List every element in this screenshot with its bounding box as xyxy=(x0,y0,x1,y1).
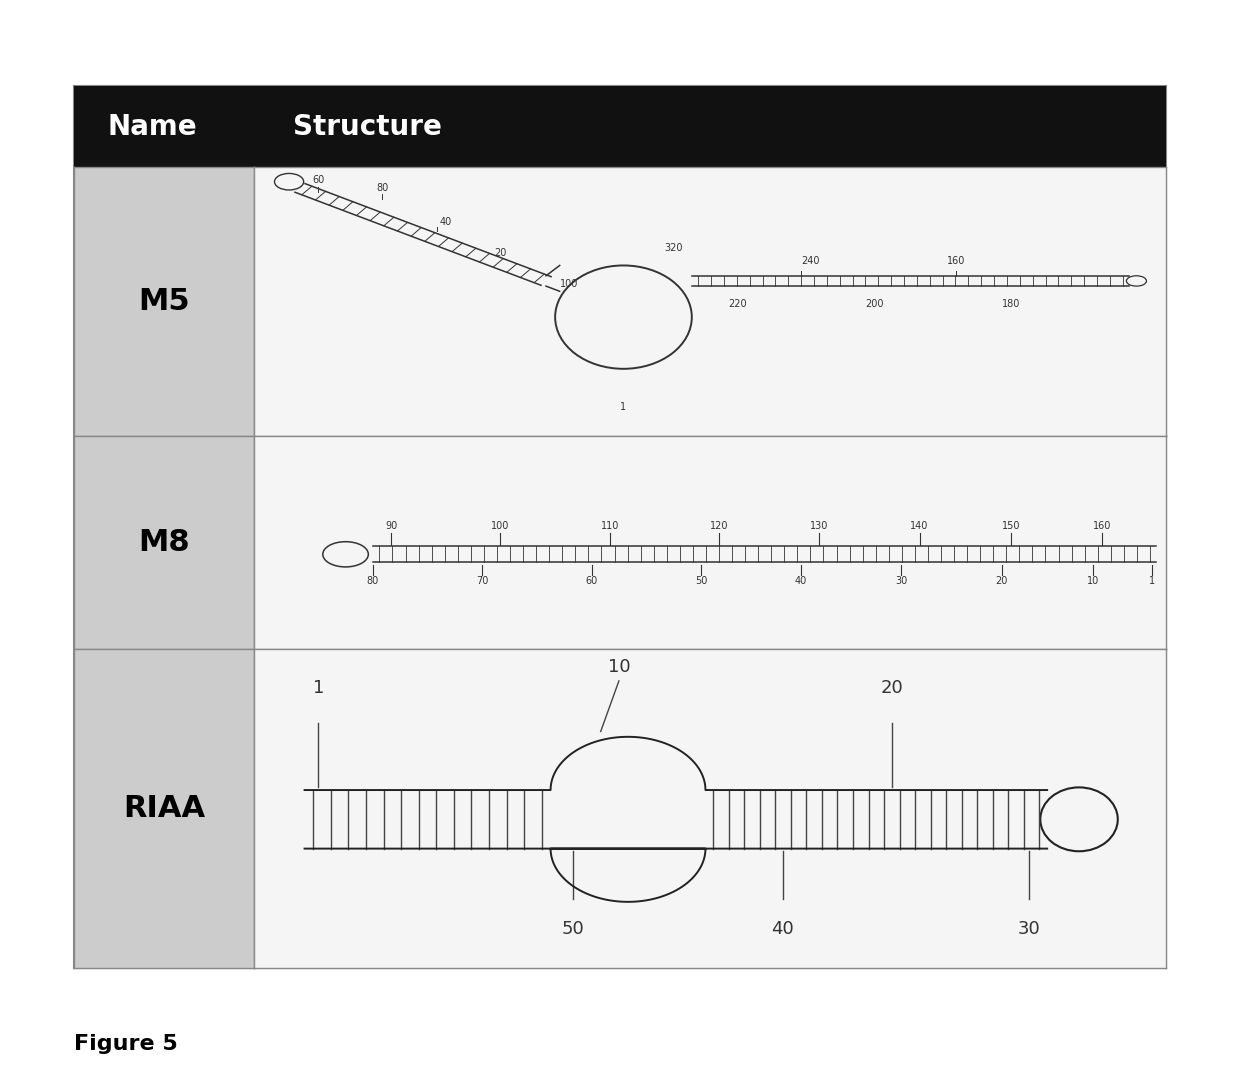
Text: M5: M5 xyxy=(139,287,190,316)
Text: 20: 20 xyxy=(495,247,507,257)
Text: 1: 1 xyxy=(1149,577,1154,586)
Text: 40: 40 xyxy=(795,577,807,586)
Text: 320: 320 xyxy=(665,242,683,253)
Text: 50: 50 xyxy=(562,920,585,938)
Ellipse shape xyxy=(322,541,368,567)
Text: 70: 70 xyxy=(476,577,489,586)
Text: 40: 40 xyxy=(440,216,451,227)
Text: 80: 80 xyxy=(367,577,379,586)
Text: 30: 30 xyxy=(895,577,908,586)
Ellipse shape xyxy=(1126,275,1147,286)
Text: M8: M8 xyxy=(139,528,190,557)
Ellipse shape xyxy=(1040,788,1117,851)
Text: 10: 10 xyxy=(1086,577,1099,586)
Text: 200: 200 xyxy=(864,299,883,309)
Text: 10: 10 xyxy=(608,657,630,676)
Text: Figure 5: Figure 5 xyxy=(74,1034,179,1054)
Text: 110: 110 xyxy=(600,521,619,530)
Text: 60: 60 xyxy=(312,175,325,185)
Text: 140: 140 xyxy=(910,521,929,530)
Text: 150: 150 xyxy=(1002,521,1021,530)
Text: 40: 40 xyxy=(771,920,795,938)
Text: RIAA: RIAA xyxy=(123,794,206,823)
Text: 160: 160 xyxy=(1092,521,1111,530)
Text: 60: 60 xyxy=(585,577,598,586)
Text: 1: 1 xyxy=(312,679,324,697)
Text: 1: 1 xyxy=(620,402,626,412)
Text: 180: 180 xyxy=(1002,299,1019,309)
Text: 80: 80 xyxy=(376,183,388,193)
Circle shape xyxy=(274,173,304,190)
Text: 240: 240 xyxy=(801,256,820,267)
Text: Structure: Structure xyxy=(293,113,441,141)
Text: 90: 90 xyxy=(384,521,397,530)
Text: 120: 120 xyxy=(709,521,728,530)
Text: Name: Name xyxy=(107,113,197,141)
Text: 220: 220 xyxy=(728,299,746,309)
Text: 160: 160 xyxy=(947,256,965,267)
Text: 100: 100 xyxy=(559,279,578,288)
Text: 20: 20 xyxy=(996,577,1008,586)
Text: 50: 50 xyxy=(694,577,707,586)
Text: 130: 130 xyxy=(810,521,828,530)
Text: 20: 20 xyxy=(880,679,904,697)
Text: 100: 100 xyxy=(491,521,510,530)
Text: 30: 30 xyxy=(1018,920,1040,938)
